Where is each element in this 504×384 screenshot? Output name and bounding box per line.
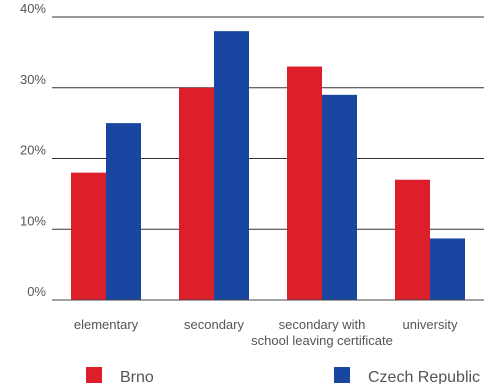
- x-category-label: secondary: [184, 317, 244, 332]
- y-tick-label: 0%: [27, 284, 46, 299]
- legend-swatch: [334, 367, 350, 383]
- bar-czech-republic: [430, 238, 465, 300]
- bar-czech-republic: [214, 31, 249, 301]
- legend-swatch: [86, 367, 102, 383]
- y-tick-label: 10%: [20, 213, 46, 228]
- bar-czech-republic: [322, 94, 357, 300]
- x-category-label: school leaving certificate: [251, 333, 393, 348]
- x-axis-category-labels: elementary secondary secondary withschool …: [74, 317, 458, 348]
- legend: Brno Czech Republic: [86, 367, 480, 384]
- bar-brno: [395, 179, 430, 300]
- x-category-label: elementary: [74, 317, 139, 332]
- y-axis-ticks: 0% 10% 20% 30% 40%: [20, 1, 46, 299]
- x-category-label: secondary with: [279, 317, 366, 332]
- legend-label: Brno: [120, 369, 154, 384]
- bar-brno: [179, 87, 214, 300]
- bar-brno: [71, 172, 106, 300]
- y-tick-label: 40%: [20, 1, 46, 16]
- legend-label: Czech Republic: [368, 369, 480, 384]
- x-category-label: university: [403, 317, 458, 332]
- bar-brno: [287, 66, 322, 301]
- bar-czech-republic: [106, 123, 141, 300]
- y-tick-label: 30%: [20, 72, 46, 87]
- bars: [52, 31, 484, 301]
- y-tick-label: 20%: [20, 143, 46, 158]
